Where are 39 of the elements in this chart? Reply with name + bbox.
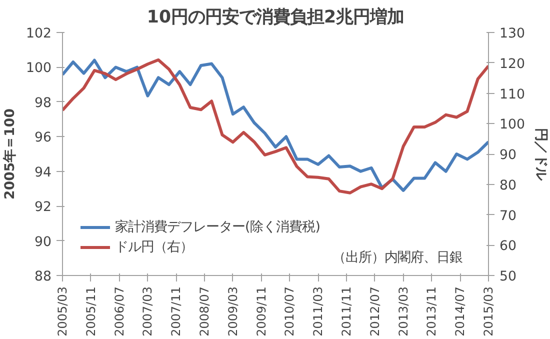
y2-tick-label: 80 [500,178,516,194]
y2-tick-label: 120 [500,56,525,72]
x-tick-label: 2011/03 [311,286,326,336]
legend-label: ドル円（右） [115,239,193,256]
y-tick-label: 90 [34,234,52,250]
y2-axis-title: 円／ドル [532,128,548,181]
x-tick-label: 2015/03 [482,286,496,336]
x-tick-label: 2008/07 [198,286,212,336]
y-tick-label: 102 [26,26,52,42]
x-tick-label: 2013/03 [396,286,410,336]
x-tick-label: 2007/03 [140,286,155,336]
y-tick-label: 88 [34,270,52,284]
y2-tick-label: 50 [500,270,516,284]
y-axis-title: 2005年＝100 [3,108,18,200]
x-tick-label: 2009/11 [254,286,268,336]
y2-tick-label: 70 [500,208,516,224]
y2-tick-label: 90 [500,148,516,163]
y-tick-label: 98 [34,96,52,111]
annotation: （出所）内閣府、日銀 [332,250,462,266]
x-tick-label: 2012/07 [368,286,382,336]
x-tick-label: 2010/07 [282,286,297,336]
y2-tick-label: 110 [500,87,525,102]
y2-tick-label: 60 [500,239,516,254]
x-tick-label: 2011/11 [340,286,354,336]
y-tick-label: 92 [34,200,52,216]
x-tick-label: 2009/03 [226,286,240,336]
x-tick-label: 2014/07 [453,286,468,336]
y-tick-label: 96 [34,130,52,146]
y-tick-label: 94 [34,165,52,180]
x-tick-label: 2005/03 [56,286,70,336]
legend-label: 家計消費デフレーター(除く消費税) [115,218,320,236]
chart-title: 10円の円安で消費負担2兆円増加 [146,6,404,28]
x-tick-label: 2006/07 [112,286,126,336]
x-tick-label: 2005/11 [84,286,98,336]
x-tick-label: 2007/11 [169,286,184,336]
y2-tick-label: 130 [500,26,525,42]
x-tick-label: 2013/11 [424,286,439,336]
y-tick-label: 100 [26,61,52,76]
y2-tick-label: 100 [500,118,525,133]
